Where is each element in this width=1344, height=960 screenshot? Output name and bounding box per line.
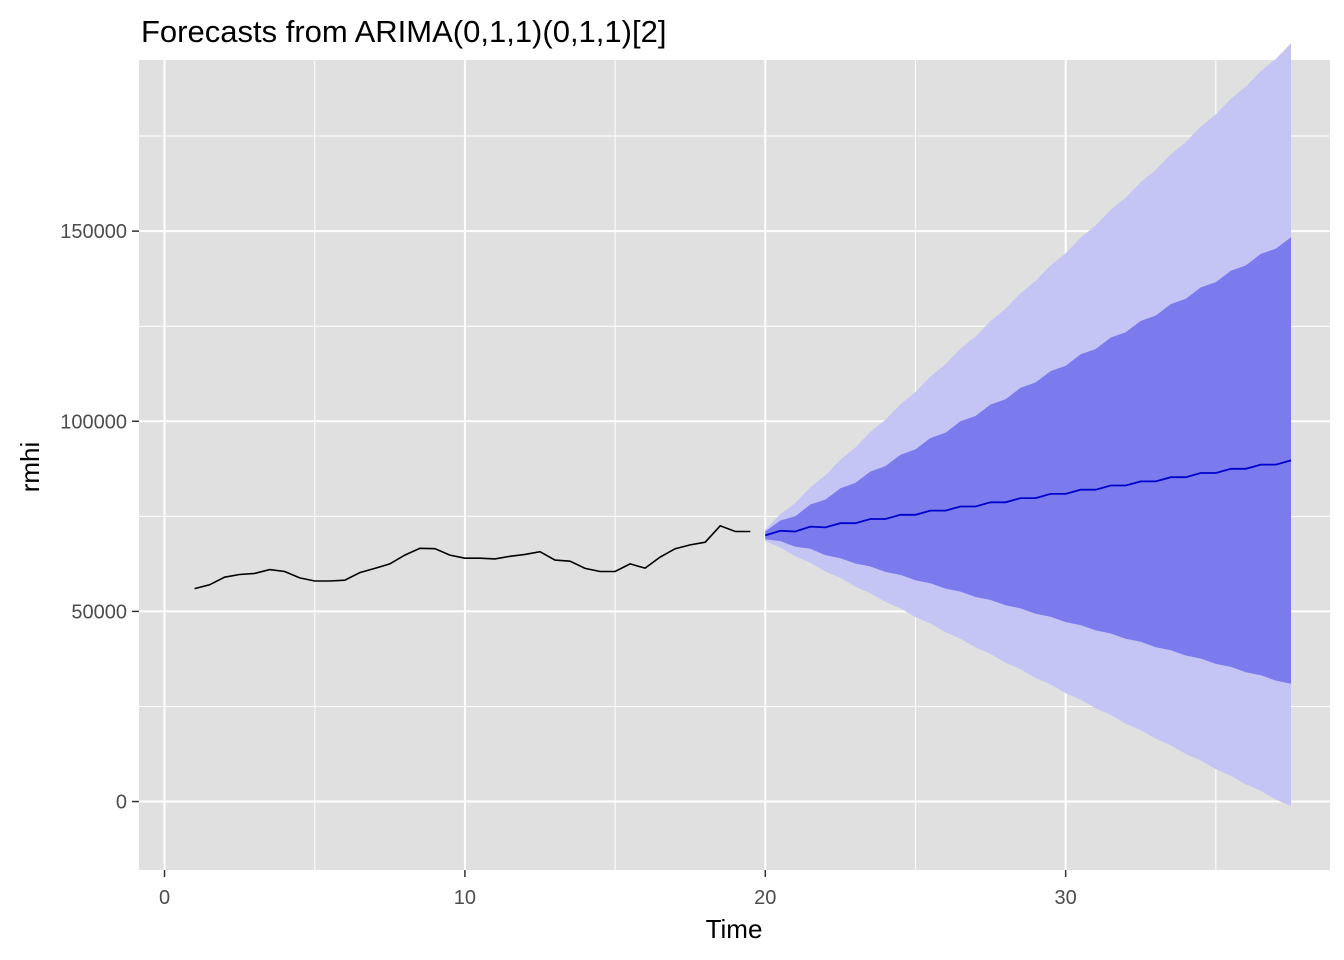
forecast-80-interval-band <box>765 237 1291 684</box>
y-tick-label: 150000 <box>60 221 127 243</box>
x-tick-label: 30 <box>1055 887 1077 909</box>
chart-title: Forecasts from ARIMA(0,1,1)(0,1,1)[2] <box>141 14 666 49</box>
x-axis-ticks: 0 10 20 30 <box>159 870 1077 909</box>
x-tick-label: 10 <box>454 887 476 909</box>
forecast-mean-line <box>765 459 1292 537</box>
x-tick-label: 0 <box>159 887 170 909</box>
y-tick-label: 100000 <box>60 411 127 433</box>
y-axis-title: rmhi <box>15 442 45 493</box>
y-tick-label: 50000 <box>71 601 127 623</box>
y-axis-ticks: 0 50000 100000 150000 <box>60 221 139 814</box>
x-tick-label: 20 <box>754 887 776 909</box>
history-series-line <box>194 524 751 590</box>
major-gridlines <box>139 60 1330 870</box>
y-tick-label: 0 <box>116 792 127 814</box>
x-axis-title: Time <box>706 914 763 944</box>
